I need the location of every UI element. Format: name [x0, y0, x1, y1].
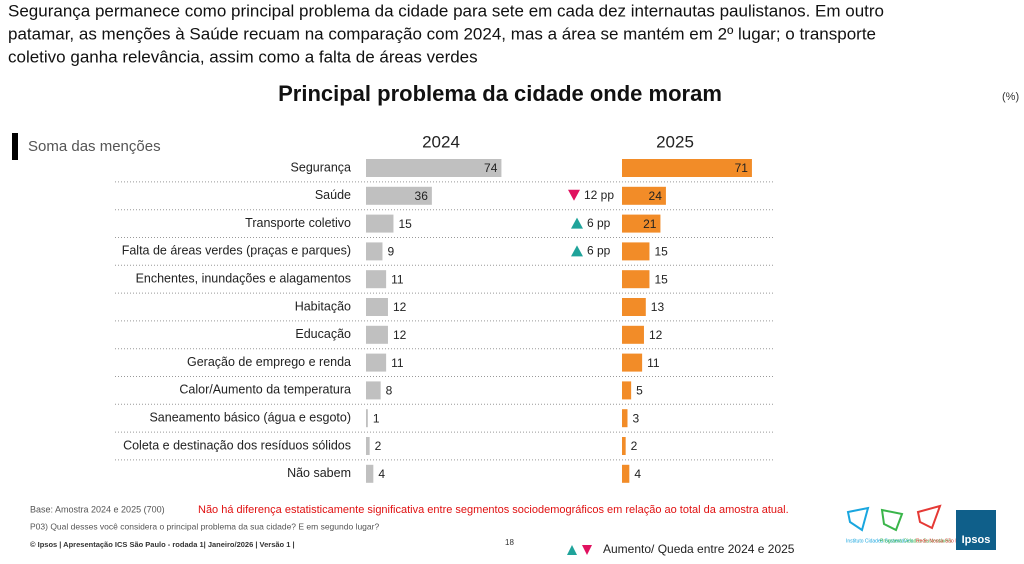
change-label: 6 pp: [587, 244, 611, 258]
bar: [366, 353, 387, 372]
logo-label: Rede Nossa São Paulo: [916, 538, 968, 544]
series-header: 2024: [422, 132, 460, 151]
category-label: Segurança: [291, 160, 352, 174]
value-label: 74: [484, 161, 498, 175]
value-label: 13: [651, 300, 665, 314]
change-up: [571, 217, 583, 229]
chart-title: Principal problema da cidade onde moram: [278, 81, 722, 106]
bar: [366, 159, 502, 177]
category-label: Enchentes, inundações e alagamentos: [136, 271, 351, 285]
value-label: 15: [398, 217, 412, 231]
bar: [622, 214, 661, 233]
value-label: 2: [631, 439, 638, 453]
series-header: 2025: [656, 132, 694, 151]
bar: [622, 186, 666, 205]
bar: [366, 464, 374, 483]
headline: coletivo ganha relevância, assim como a …: [8, 47, 478, 66]
value-label: 11: [391, 272, 404, 286]
category-label: Transporte coletivo: [245, 216, 351, 230]
bar: [622, 437, 626, 455]
bar: [366, 214, 394, 233]
credits: © Ipsos | Apresentação ICS São Paulo - r…: [30, 540, 295, 549]
bar: [366, 298, 388, 316]
category-label: Habitação: [295, 299, 351, 313]
value-label: 11: [647, 356, 660, 370]
value-label: 5: [636, 384, 643, 398]
value-label: 4: [634, 467, 641, 481]
bar: [622, 464, 630, 483]
legend-down: [582, 545, 592, 555]
value-label: 15: [654, 245, 668, 259]
value-label: 8: [386, 384, 393, 398]
value-label: 21: [643, 217, 657, 231]
value-label: 15: [654, 272, 668, 286]
bar: [622, 409, 628, 428]
value-label: 4: [378, 467, 385, 481]
value-label: 1: [373, 411, 380, 425]
ipsos-box: [956, 510, 996, 550]
value-label: 71: [735, 161, 749, 175]
question: P03) Qual desses você considera o princi…: [30, 521, 379, 531]
bar: [366, 409, 368, 428]
change-up: [571, 245, 583, 257]
bar: [622, 325, 644, 344]
value-label: 36: [415, 189, 429, 203]
logo-mark: [846, 506, 870, 532]
bar: [366, 242, 383, 261]
category-label: Calor/Aumento da temperatura: [179, 383, 351, 397]
ipsos-label: Ipsos: [962, 534, 991, 546]
category-label: Coleta e destinação dos resíduos sólidos: [123, 438, 351, 452]
unit: (%): [1002, 91, 1019, 103]
headline: patamar, as menções à Saúde recuam na co…: [8, 24, 876, 43]
logo-label: Instituto Cidades Sustentáveis: [846, 538, 914, 544]
change-down: [568, 189, 580, 201]
category-label: Não sabem: [287, 466, 351, 480]
bar: [366, 186, 432, 205]
bar: [622, 298, 646, 316]
subtitle-marker: [12, 133, 18, 160]
logo-mark: [916, 504, 942, 530]
category-label: Educação: [295, 327, 351, 341]
logo-label: Programa Cidades Sustentáveis: [880, 538, 952, 544]
logos: Instituto Cidades Sustentáveis Programa …: [846, 504, 996, 550]
bar: [366, 270, 387, 289]
subtitle: Soma das menções: [28, 138, 161, 155]
change-label: 12 pp: [584, 188, 614, 202]
base-note: Base: Amostra 2024 e 2025 (700): [30, 504, 165, 514]
category-label: Saúde: [315, 188, 351, 202]
value-label: 3: [632, 411, 639, 425]
page-number: 18: [505, 538, 514, 547]
change-label: 6 pp: [587, 216, 611, 230]
value-label: 9: [387, 245, 394, 259]
value-label: 11: [391, 356, 404, 370]
bar: [622, 270, 650, 289]
bar: [622, 159, 752, 177]
value-label: 12: [393, 328, 407, 342]
value-label: 12: [649, 328, 663, 342]
bar: [366, 381, 381, 400]
headline: Segurança permanece como principal probl…: [8, 1, 884, 20]
category-label: Geração de emprego e renda: [187, 355, 351, 369]
bar: [622, 353, 643, 372]
bar: [622, 381, 632, 400]
value-label: 2: [375, 439, 382, 453]
category-label: Falta de áreas verdes (praças e parques): [122, 244, 351, 258]
change-legend: Aumento/ Queda entre 2024 e 2025: [603, 542, 795, 556]
significance-note: Não há diferença estatisticamente signif…: [198, 504, 789, 516]
bar: [622, 242, 650, 261]
logo-mark: [880, 508, 904, 532]
category-label: Saneamento básico (água e esgoto): [149, 410, 351, 424]
legend-up: [567, 545, 577, 555]
value-label: 12: [393, 300, 407, 314]
bar: [366, 437, 370, 455]
value-label: 24: [649, 189, 663, 203]
bar: [366, 325, 388, 344]
